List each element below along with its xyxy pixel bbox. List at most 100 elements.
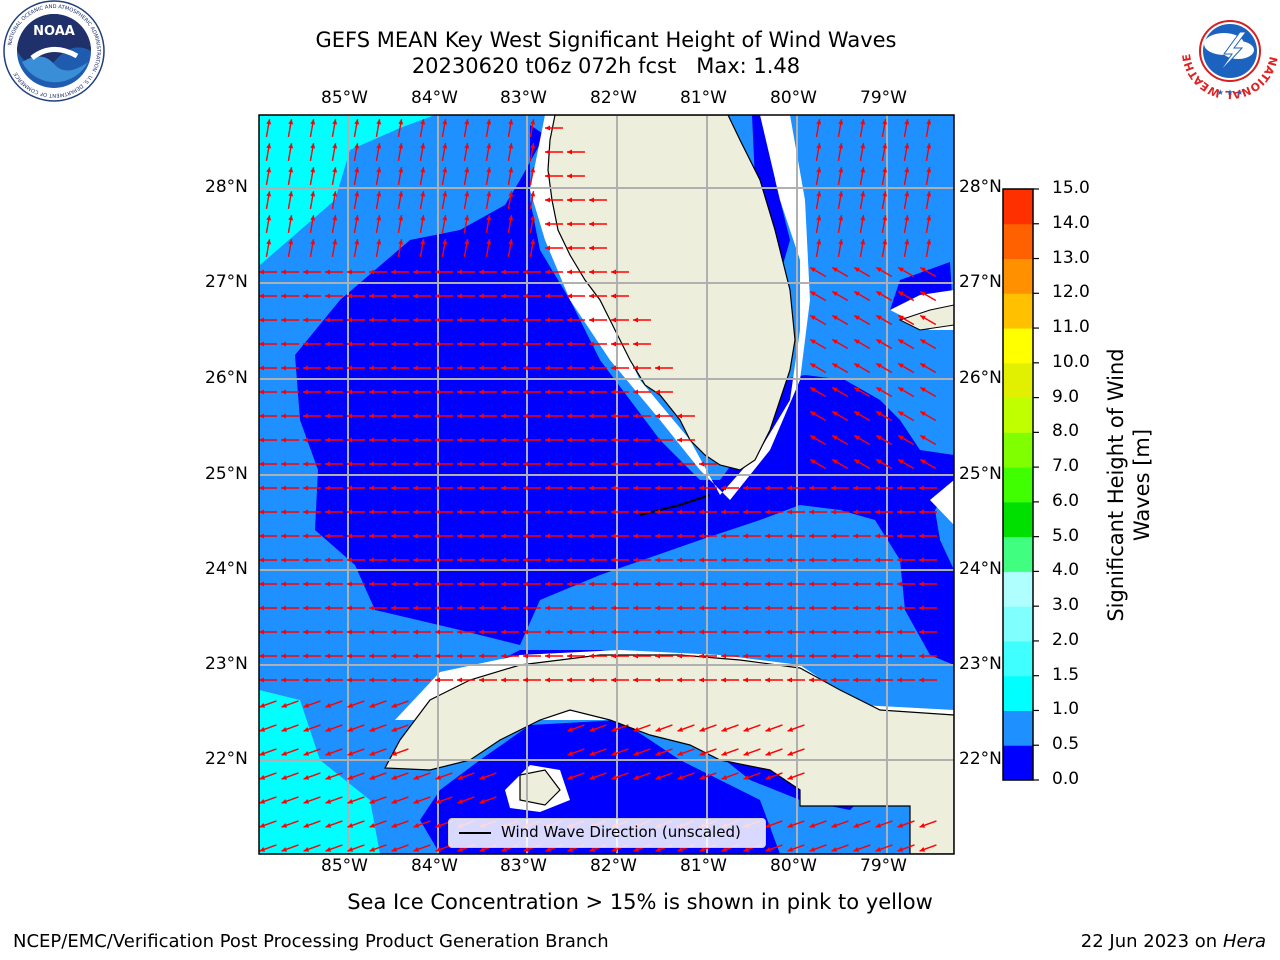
wave-direction-arrowhead bbox=[904, 239, 910, 245]
wave-direction-arrowhead bbox=[677, 557, 682, 563]
footer-host: Hera bbox=[1222, 931, 1266, 952]
wave-direction-arrowhead bbox=[882, 119, 888, 125]
wave-direction-arrowhead bbox=[259, 775, 266, 780]
wave-direction-arrowhead bbox=[545, 221, 550, 227]
map-panel bbox=[259, 115, 954, 854]
wave-direction-arrowhead bbox=[281, 653, 286, 659]
wave-direction-arrowhead bbox=[787, 533, 792, 539]
wave-direction-arrowhead bbox=[545, 533, 550, 539]
wave-direction-arrowhead bbox=[875, 581, 880, 587]
wave-direction-arrowhead bbox=[325, 581, 330, 587]
wave-direction-arrowhead bbox=[898, 411, 904, 417]
wave-direction-arrowhead bbox=[721, 751, 728, 756]
wave-direction-arrowhead bbox=[876, 339, 882, 345]
colorbar-title: Significant Height of Wind Waves [m] bbox=[1104, 348, 1154, 622]
wave-direction-arrowhead bbox=[545, 413, 550, 419]
wave-direction-arrowhead bbox=[876, 291, 882, 297]
wave-direction-arrowhead bbox=[853, 557, 858, 563]
wave-direction-arrowhead bbox=[920, 459, 926, 465]
nws-logo: NATIONAL WEATHER SERVICE ★ ★ ★ bbox=[1176, 0, 1280, 101]
wave-direction-arrowhead bbox=[347, 485, 352, 491]
wave-direction-arrowhead bbox=[281, 533, 286, 539]
wave-direction-arrowhead bbox=[787, 557, 792, 563]
wave-direction-arrowhead bbox=[854, 387, 860, 393]
wave-direction-arrowhead bbox=[501, 461, 506, 467]
wave-direction-arrowhead bbox=[310, 119, 316, 125]
wave-direction-arrowhead bbox=[677, 751, 684, 756]
wave-direction-arrowhead bbox=[325, 823, 332, 828]
colorbar-tick-label: 3.0 bbox=[1052, 595, 1080, 616]
wave-direction-arrowhead bbox=[369, 293, 374, 299]
wave-direction-arrowhead bbox=[920, 411, 926, 417]
wave-direction-arrowhead bbox=[919, 653, 924, 659]
wave-direction-arrowhead bbox=[787, 775, 794, 780]
wave-direction-arrowhead bbox=[743, 677, 748, 683]
wave-direction-arrowhead bbox=[457, 341, 462, 347]
wave-direction-arrowhead bbox=[677, 847, 684, 852]
wave-direction-arrowhead bbox=[435, 677, 440, 683]
wave-direction-arrowhead bbox=[633, 413, 638, 419]
wave-direction-arrowhead bbox=[567, 605, 572, 611]
wave-direction-arrowhead bbox=[655, 509, 660, 515]
wave-direction-arrowhead bbox=[369, 799, 376, 804]
wave-direction-arrowhead bbox=[281, 341, 286, 347]
wave-direction-arrowhead bbox=[926, 191, 932, 197]
wave-direction-arrowhead bbox=[391, 293, 396, 299]
wave-direction-arrowhead bbox=[545, 389, 550, 395]
wave-direction-arrowhead bbox=[611, 677, 616, 683]
wave-direction-arrowhead bbox=[699, 557, 704, 563]
wave-direction-arrowhead bbox=[325, 509, 330, 515]
colorbar-segment bbox=[1003, 640, 1033, 677]
wave-direction-arrowhead bbox=[457, 509, 462, 515]
wave-direction-arrowhead bbox=[391, 653, 396, 659]
wave-direction-arrowhead bbox=[545, 293, 550, 299]
wave-direction-arrowhead bbox=[832, 315, 838, 321]
wave-direction-arrowhead bbox=[699, 727, 706, 732]
wave-direction-arrowhead bbox=[325, 557, 330, 563]
wave-direction-arrowhead bbox=[347, 533, 352, 539]
wave-direction-arrowhead bbox=[413, 677, 418, 683]
wave-direction-arrowhead bbox=[545, 581, 550, 587]
wave-direction-arrowhead bbox=[765, 485, 770, 491]
wave-direction-arrowhead bbox=[303, 269, 308, 275]
wave-field-1.0-1.5-north bbox=[259, 115, 435, 265]
wave-direction-arrowhead bbox=[325, 437, 330, 443]
lon-bot-tick: 83°W bbox=[500, 856, 547, 876]
wave-direction-arrowhead bbox=[787, 581, 792, 587]
wave-direction-arrowhead bbox=[259, 751, 266, 756]
wave-direction-arrowhead bbox=[486, 119, 492, 125]
wave-direction-arrowhead bbox=[567, 581, 572, 587]
wave-direction-arrowhead bbox=[303, 389, 308, 395]
wave-direction-arrowhead bbox=[288, 215, 294, 221]
wave-direction-arrowhead bbox=[266, 119, 272, 125]
wave-direction-arrowhead bbox=[391, 847, 398, 852]
wave-direction-arrowhead bbox=[420, 215, 426, 221]
wave-direction-arrowhead bbox=[508, 215, 514, 221]
wave-direction-arrowhead bbox=[325, 605, 330, 611]
wave-direction-arrowhead bbox=[920, 435, 926, 441]
wave-direction-arrowhead bbox=[310, 239, 316, 245]
wave-direction-arrowhead bbox=[876, 435, 882, 441]
lat-right-tick: 26°N bbox=[959, 368, 1002, 388]
wave-direction-arrowhead bbox=[303, 509, 308, 515]
wave-direction-arrowhead bbox=[567, 221, 572, 227]
wave-direction-arrowhead bbox=[677, 437, 682, 443]
wave-direction-arrowhead bbox=[919, 557, 924, 563]
lon-top-tick: 83°W bbox=[500, 88, 547, 108]
wave-direction-arrowhead bbox=[391, 341, 396, 347]
wave-direction-arrowhead bbox=[589, 437, 594, 443]
wave-direction-arrowhead bbox=[523, 653, 528, 659]
wave-direction-arrowhead bbox=[655, 629, 660, 635]
wave-direction-arrowhead bbox=[816, 143, 822, 149]
wave-direction-arrowhead bbox=[611, 509, 616, 515]
wave-direction-arrowhead bbox=[810, 387, 816, 393]
wave-direction-arrowhead bbox=[325, 269, 330, 275]
wave-direction-arrowhead bbox=[413, 437, 418, 443]
wave-direction-arrowhead bbox=[920, 339, 926, 345]
wave-direction-arrowhead bbox=[567, 317, 572, 323]
wave-direction-arrowhead bbox=[303, 485, 308, 491]
wave-direction-arrowhead bbox=[589, 629, 594, 635]
colorbar-segment bbox=[1003, 293, 1033, 329]
wave-direction-arrowhead bbox=[281, 557, 286, 563]
wave-direction-arrowhead bbox=[325, 677, 330, 683]
